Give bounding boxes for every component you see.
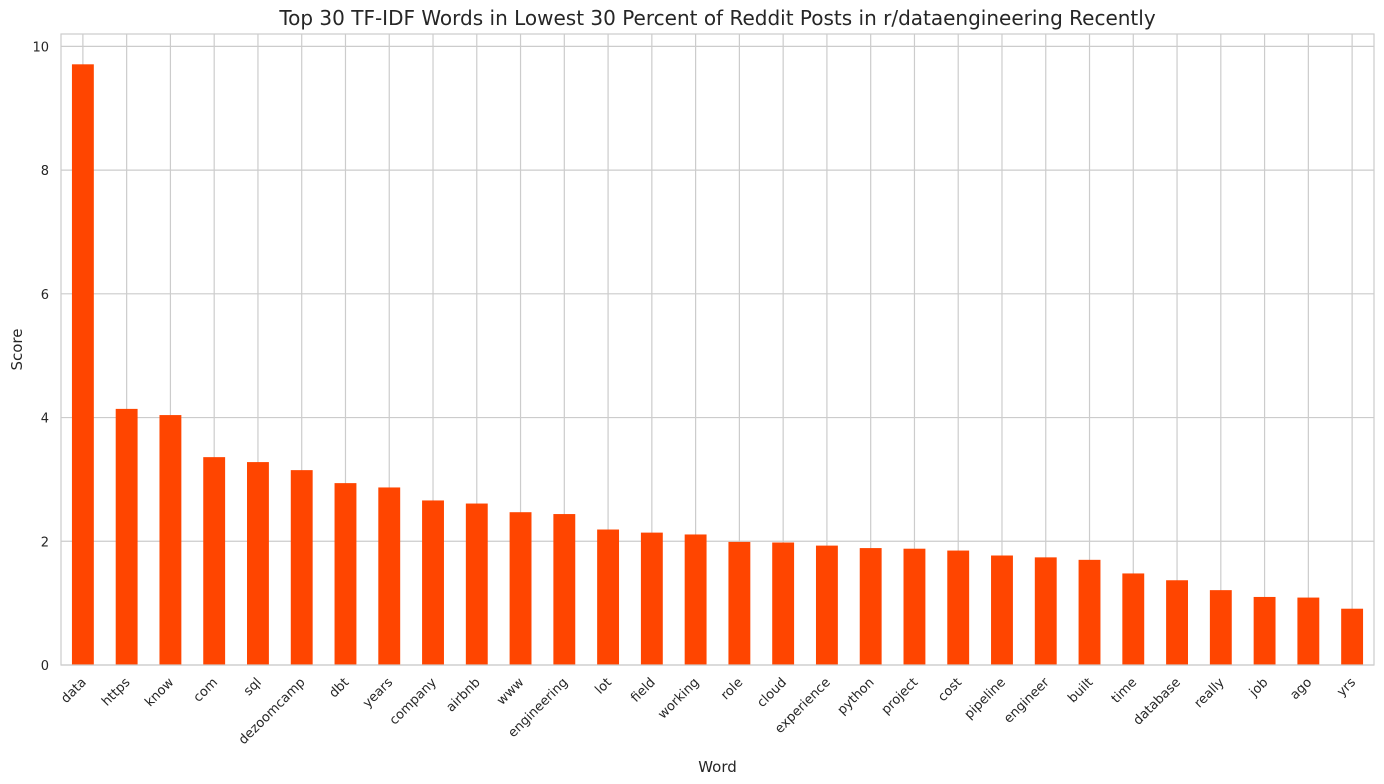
x-tick-label: com [191, 675, 221, 705]
bar-dbt [334, 483, 357, 665]
bar-layer [71, 64, 1364, 665]
x-tick-label: airbnb [444, 675, 484, 715]
bar-know [159, 415, 182, 665]
x-tick-label: job [1246, 675, 1271, 700]
bar-years [378, 487, 401, 665]
bar-cloud [772, 542, 795, 665]
y-tick-label: 4 [41, 412, 49, 427]
x-tick-label: know [142, 675, 177, 710]
bar-com [203, 457, 226, 665]
bar-company [422, 500, 444, 665]
bar-ago [1297, 597, 1320, 665]
bar-https [115, 408, 138, 665]
bar-www [509, 512, 532, 665]
y-tick-label: 6 [41, 288, 49, 303]
x-tick-label: company [387, 675, 440, 728]
x-tick-label: data [58, 675, 89, 706]
x-tick-label: python [835, 675, 878, 718]
y-tick-label: 0 [41, 659, 49, 674]
bar-engineer [1034, 557, 1057, 665]
x-axis-label: Word [698, 758, 737, 776]
y-tick-label: 8 [41, 164, 49, 179]
bar-really [1209, 590, 1232, 665]
x-tick-label: cost [935, 675, 965, 705]
bar-experience [815, 545, 838, 665]
bar-project [903, 548, 926, 665]
x-tick-label: www [494, 675, 527, 708]
x-tick-label: time [1109, 675, 1140, 706]
x-tick-label: cloud [754, 675, 790, 711]
x-tick-label: working [655, 675, 702, 722]
y-axis-label: Score [8, 328, 26, 370]
x-tick-label: sql [241, 675, 265, 699]
y-tick-label: 10 [32, 40, 49, 55]
x-tick-label: field [628, 675, 658, 705]
x-tick-label: ago [1287, 675, 1315, 703]
x-tick-label: really [1192, 675, 1228, 711]
bar-sql [247, 462, 269, 665]
bar-cost [947, 550, 970, 665]
bar-role [728, 541, 751, 665]
y-tick-label: 2 [41, 535, 49, 550]
x-tick-label: built [1065, 675, 1096, 706]
bar-data [71, 64, 94, 665]
bar-time [1122, 573, 1145, 665]
x-tick-label: yrs [1334, 675, 1359, 700]
x-tick-label: role [718, 675, 746, 703]
bar-database [1166, 580, 1188, 665]
plot-frame [60, 33, 1375, 666]
bar-python [859, 548, 882, 665]
chart-title: Top 30 TF-IDF Words in Lowest 30 Percent… [278, 6, 1156, 30]
x-tick-label: project [879, 675, 922, 718]
bar-pipeline [991, 555, 1013, 665]
bar-dezoomcamp [290, 470, 313, 665]
x-tick-label: lot [593, 675, 615, 697]
x-tick-label: https [99, 675, 133, 709]
x-tick-label: dbt [326, 675, 352, 701]
x-tick-label: database [1131, 675, 1184, 728]
bar-airbnb [465, 503, 488, 665]
bar-job [1253, 596, 1276, 665]
bar-lot [597, 529, 620, 665]
x-tick-label: engineer [1001, 675, 1053, 727]
bar-built [1078, 559, 1101, 665]
y-tick-labels: 0 2 4 6 8 10 [32, 40, 49, 674]
bar-working [684, 534, 707, 665]
bar-field [640, 532, 663, 665]
bar-yrs [1341, 608, 1364, 665]
bar-engineering [553, 514, 576, 665]
x-tick-label: years [360, 675, 396, 711]
